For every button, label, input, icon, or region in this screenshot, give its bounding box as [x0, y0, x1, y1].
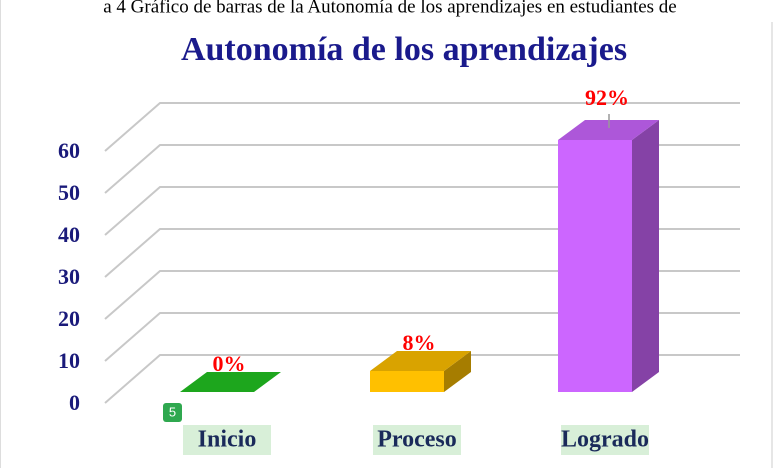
- value-label: 0%: [213, 351, 246, 376]
- y-tick-label: 0: [69, 390, 80, 415]
- x-tick-label: Proceso: [377, 427, 457, 453]
- x-tick-label: Inicio: [198, 427, 257, 453]
- badge: 5: [169, 404, 176, 419]
- bar-top: [558, 120, 659, 140]
- category-highlight: [561, 425, 649, 455]
- y-tick-label: 20: [58, 306, 80, 331]
- grid-line: [104, 186, 740, 236]
- chart-title: Autonomía de los aprendizajes: [181, 31, 627, 68]
- grid-line: [104, 270, 740, 320]
- category-highlight: [373, 425, 461, 455]
- bar-side: [444, 351, 471, 392]
- caption: a 4 Gráfico de barras de la Autonomía de…: [103, 0, 676, 17]
- y-tick-label: 60: [58, 138, 80, 163]
- y-tick-label: 10: [58, 348, 80, 373]
- grid-line: [104, 102, 740, 152]
- bar: [370, 371, 444, 392]
- value-label: 92%: [585, 85, 629, 110]
- x-tick-label: Logrado: [561, 427, 649, 453]
- badge-box: [163, 403, 182, 422]
- y-tick-label: 30: [58, 264, 80, 289]
- bar: [558, 140, 632, 392]
- bar-top: [180, 372, 281, 392]
- grid-line: [104, 312, 740, 362]
- y-tick-label: 50: [58, 180, 80, 205]
- grid-line: [104, 228, 740, 278]
- bar-side: [632, 120, 659, 392]
- grid-line: [104, 354, 740, 404]
- value-label: 8%: [403, 330, 436, 355]
- grid-line: [104, 144, 740, 194]
- bar-top: [370, 351, 471, 371]
- category-highlight: [183, 425, 271, 455]
- y-tick-label: 40: [58, 222, 80, 247]
